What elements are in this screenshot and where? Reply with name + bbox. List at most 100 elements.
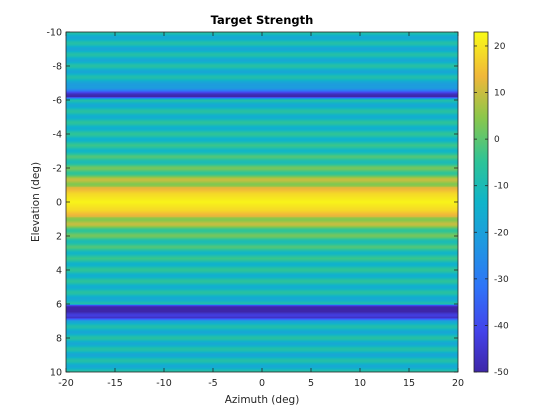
heatmap-cell: [66, 221, 458, 223]
heatmap-cell: [66, 329, 458, 331]
heatmap-cell: [66, 334, 458, 336]
heatmap-cell: [66, 148, 458, 150]
heatmap-cell: [66, 239, 458, 241]
heatmap-cell: [66, 104, 458, 106]
heatmap-cell: [66, 158, 458, 160]
heatmap-cell: [66, 337, 458, 339]
heatmap-cell: [66, 124, 458, 126]
heatmap-cell: [66, 54, 458, 56]
heatmap-cell: [66, 186, 458, 188]
heatmap-cell: [66, 362, 458, 364]
heatmap-cell: [66, 363, 458, 365]
heatmap-cell: [66, 361, 458, 363]
heatmap-cell: [66, 305, 458, 307]
heatmap-cell: [66, 112, 458, 114]
heatmap-cell: [66, 169, 458, 171]
heatmap-cell: [66, 89, 458, 91]
heatmap-cell: [66, 150, 458, 152]
heatmap-cell: [66, 59, 458, 61]
heatmap-cell: [66, 307, 458, 309]
x-tick-label: 10: [354, 378, 366, 389]
heatmap-cell: [66, 147, 458, 149]
heatmap-cell: [66, 185, 458, 187]
heatmap-cell: [66, 314, 458, 316]
heatmap-cell: [66, 259, 458, 261]
heatmap-cell: [66, 326, 458, 328]
heatmap-cell: [66, 57, 458, 59]
heatmap-cell: [66, 252, 458, 254]
heatmap-cell: [66, 83, 458, 85]
heatmap-cell: [66, 347, 458, 349]
heatmap-cell: [66, 164, 458, 166]
heatmap-cell: [66, 274, 458, 276]
heatmap-cell: [66, 42, 458, 44]
heatmap-cell: [66, 111, 458, 113]
heatmap-cell: [66, 107, 458, 109]
y-tick-label: 10: [50, 368, 62, 379]
heatmap-cell: [66, 214, 458, 216]
heatmap-cell: [66, 208, 458, 210]
heatmap-cell: [66, 226, 458, 228]
x-tick-label: 20: [452, 378, 464, 389]
heatmap-cell: [66, 91, 458, 93]
heatmap-cell: [66, 261, 458, 263]
heatmap-cell: [66, 47, 458, 49]
heatmap-cell: [66, 327, 458, 329]
heatmap-cell: [66, 50, 458, 52]
colorbar-tick-label: 0: [494, 135, 500, 145]
heatmap-cell: [66, 165, 458, 167]
heatmap-cell: [66, 176, 458, 178]
heatmap-cell: [66, 195, 458, 197]
heatmap-cell: [66, 297, 458, 299]
heatmap-cell: [66, 304, 458, 306]
heatmap-cell: [66, 290, 458, 292]
heatmap-cell: [66, 364, 458, 366]
heatmap-cell: [66, 65, 458, 67]
heatmap-cell: [66, 114, 458, 116]
heatmap-cell: [66, 272, 458, 274]
heatmap-cell: [66, 211, 458, 213]
heatmap-cell: [66, 280, 458, 282]
heatmap-cell: [66, 265, 458, 267]
heatmap-cell: [66, 315, 458, 317]
heatmap-cell: [66, 352, 458, 354]
heatmap-cell: [66, 37, 458, 39]
heatmap-cell: [66, 273, 458, 275]
heatmap-cell: [66, 243, 458, 245]
heatmap-cell: [66, 306, 458, 308]
heatmap-cell: [66, 82, 458, 84]
y-axis: -10 -8 -6 -4 -2 0 2 4 6 8 10: [46, 28, 458, 379]
heatmap-cell: [66, 244, 458, 246]
heatmap-cell: [66, 154, 458, 156]
heatmap-cell: [66, 351, 458, 353]
heatmap-cell: [66, 217, 458, 219]
heatmap-cell: [66, 325, 458, 327]
heatmap-cell: [66, 115, 458, 117]
heatmap-cell: [66, 51, 458, 53]
heatmap-cell: [66, 131, 458, 133]
heatmap-cell: [66, 135, 458, 137]
heatmap-cell: [66, 219, 458, 221]
heatmap-cell: [66, 62, 458, 64]
heatmap-cell: [66, 335, 458, 337]
heatmap-cell: [66, 167, 458, 169]
heatmap-cell: [66, 240, 458, 242]
colorbar-axis: -50 -40 -30 -20 -10 0 10 20: [474, 42, 509, 378]
heatmap-cell: [66, 281, 458, 283]
heatmap-cell: [66, 86, 458, 88]
heatmap-cell: [66, 241, 458, 243]
heatmap-cell: [66, 130, 458, 132]
heatmap-cell: [66, 357, 458, 359]
heatmap-cell: [66, 296, 458, 298]
heatmap-cell: [66, 238, 458, 240]
heatmap-cell: [66, 292, 458, 294]
heatmap-cell: [66, 284, 458, 286]
heatmap-cell: [66, 303, 458, 305]
heatmap-cell: [66, 109, 458, 111]
heatmap-cell: [66, 228, 458, 230]
y-tick-label: -6: [53, 96, 62, 107]
heatmap-cell: [66, 74, 458, 76]
heatmap-cell: [66, 342, 458, 344]
heatmap-cell: [66, 323, 458, 325]
heatmap-cell: [66, 69, 458, 71]
